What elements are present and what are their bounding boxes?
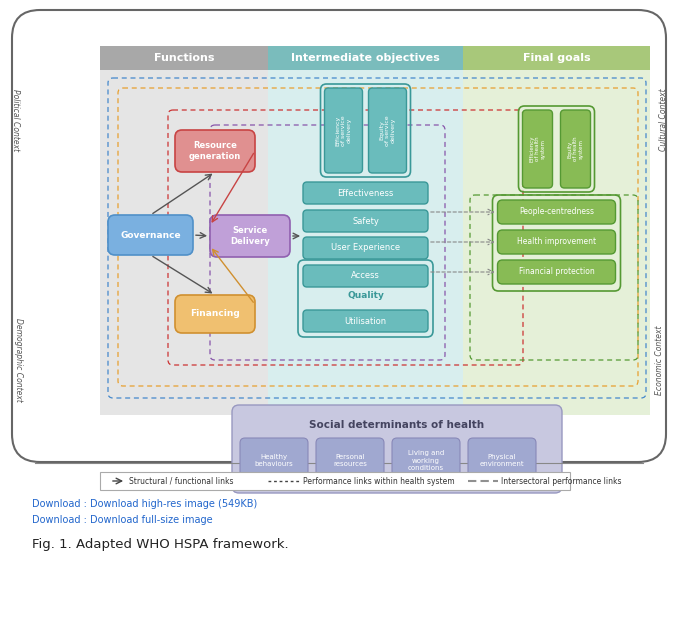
Text: Resource
generation: Resource generation xyxy=(189,141,241,161)
Bar xyxy=(100,472,570,490)
Text: People-centredness: People-centredness xyxy=(519,207,594,216)
FancyBboxPatch shape xyxy=(316,438,384,483)
FancyBboxPatch shape xyxy=(175,295,255,333)
Bar xyxy=(463,70,650,415)
FancyBboxPatch shape xyxy=(498,230,616,254)
FancyBboxPatch shape xyxy=(561,110,591,188)
Bar xyxy=(463,46,650,70)
Text: Safety: Safety xyxy=(352,216,379,225)
Text: Political Context: Political Context xyxy=(10,89,20,151)
Text: Final goals: Final goals xyxy=(523,53,591,63)
Bar xyxy=(100,70,268,415)
Text: Service
Delivery: Service Delivery xyxy=(230,227,270,246)
Text: Download : Download high-res image (549KB): Download : Download high-res image (549K… xyxy=(32,499,257,509)
Text: Health improvement: Health improvement xyxy=(517,237,596,246)
FancyBboxPatch shape xyxy=(240,438,308,483)
Bar xyxy=(268,46,463,70)
FancyBboxPatch shape xyxy=(108,215,193,255)
FancyBboxPatch shape xyxy=(175,130,255,172)
FancyBboxPatch shape xyxy=(303,210,428,232)
Text: Quality: Quality xyxy=(347,291,384,300)
FancyBboxPatch shape xyxy=(468,438,536,483)
Text: Intermediate objectives: Intermediate objectives xyxy=(291,53,440,63)
FancyBboxPatch shape xyxy=(232,405,562,493)
Text: Equity
of service
delivery: Equity of service delivery xyxy=(379,115,396,146)
FancyBboxPatch shape xyxy=(303,265,428,287)
Text: Economic Context: Economic Context xyxy=(656,325,664,395)
Text: Healthy
behaviours: Healthy behaviours xyxy=(255,454,294,467)
Text: User Experience: User Experience xyxy=(331,243,400,253)
FancyBboxPatch shape xyxy=(498,200,616,224)
Text: Download : Download full-size image: Download : Download full-size image xyxy=(32,515,213,525)
FancyBboxPatch shape xyxy=(392,438,460,483)
Text: Cultural Context: Cultural Context xyxy=(658,89,668,151)
Text: Financing: Financing xyxy=(190,310,240,319)
Text: Equity
of health
system: Equity of health system xyxy=(567,137,584,161)
Text: Financial protection: Financial protection xyxy=(519,268,595,276)
Text: Living and
working
conditions: Living and working conditions xyxy=(408,451,444,470)
Text: Efficiency
of service
delivery: Efficiency of service delivery xyxy=(335,115,352,146)
FancyBboxPatch shape xyxy=(325,88,363,173)
FancyBboxPatch shape xyxy=(369,88,407,173)
Text: Fig. 1. Adapted WHO HSPA framework.: Fig. 1. Adapted WHO HSPA framework. xyxy=(32,538,289,551)
FancyBboxPatch shape xyxy=(303,310,428,332)
FancyBboxPatch shape xyxy=(498,260,616,284)
Text: Governance: Governance xyxy=(120,230,181,239)
Bar xyxy=(268,70,463,415)
Text: Effectiveness: Effectiveness xyxy=(338,189,394,198)
Text: Functions: Functions xyxy=(154,53,214,63)
FancyBboxPatch shape xyxy=(210,215,290,257)
FancyBboxPatch shape xyxy=(303,182,428,204)
Bar xyxy=(100,46,268,70)
FancyBboxPatch shape xyxy=(303,237,428,259)
Text: Physical
environment: Physical environment xyxy=(480,454,524,467)
Text: Demographic Context: Demographic Context xyxy=(14,318,22,402)
Text: Personal
resources: Personal resources xyxy=(333,454,367,467)
Text: Utilisation: Utilisation xyxy=(344,317,386,326)
Text: Access: Access xyxy=(351,271,380,280)
Text: Intersectoral performance links: Intersectoral performance links xyxy=(501,477,622,486)
Text: Efficiency
of health
system: Efficiency of health system xyxy=(530,136,546,163)
Text: Performance links within health system: Performance links within health system xyxy=(303,477,455,486)
Text: Structural / functional links: Structural / functional links xyxy=(129,477,233,486)
Text: Social determinants of health: Social determinants of health xyxy=(309,420,485,430)
FancyBboxPatch shape xyxy=(523,110,553,188)
